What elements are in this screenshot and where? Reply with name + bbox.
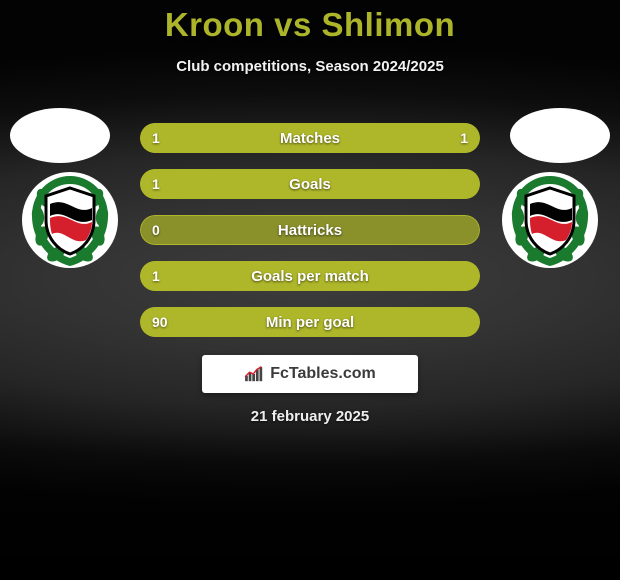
bar-chart-icon	[244, 365, 266, 383]
brand-box: FcTables.com	[202, 355, 418, 393]
date-line: 21 february 2025	[0, 408, 620, 425]
club-badge-right	[500, 170, 600, 270]
stat-value-right: 1	[460, 130, 468, 146]
comparison-bars: 1 1 Matches 1 Goals 0 Hattricks 1 Goals per matc…	[140, 123, 480, 337]
content-wrapper: Kroon vs Shlimon Club competitions, Seas…	[0, 0, 620, 580]
brand-text: FcTables.com	[270, 365, 376, 383]
stat-value-left: 90	[152, 314, 168, 330]
club-badge-left	[20, 170, 120, 270]
stat-label: Min per goal	[266, 314, 354, 331]
stat-label: Hattricks	[278, 222, 342, 239]
club-badge-svg	[500, 170, 600, 270]
stat-row: 1 Goals	[140, 169, 480, 199]
stat-value-left: 1	[152, 268, 160, 284]
club-badge-svg	[20, 170, 120, 270]
stat-row: 1 Goals per match	[140, 261, 480, 291]
stat-label: Goals per match	[251, 268, 369, 285]
stat-row: 0 Hattricks	[140, 215, 480, 245]
title-right-name: Shlimon	[322, 6, 456, 43]
player-avatar-right	[510, 108, 610, 163]
stat-value-left: 1	[152, 130, 160, 146]
player-avatar-left	[10, 108, 110, 163]
stat-row: 90 Min per goal	[140, 307, 480, 337]
title-left-name: Kroon	[165, 6, 265, 43]
stat-label: Matches	[280, 130, 340, 147]
stat-value-left: 1	[152, 176, 160, 192]
title-vs: vs	[264, 6, 321, 43]
stat-label: Goals	[289, 176, 331, 193]
page-title: Kroon vs Shlimon	[0, 6, 620, 44]
subtitle: Club competitions, Season 2024/2025	[0, 58, 620, 75]
stat-value-left: 0	[152, 222, 160, 238]
stat-row: 1 1 Matches	[140, 123, 480, 153]
